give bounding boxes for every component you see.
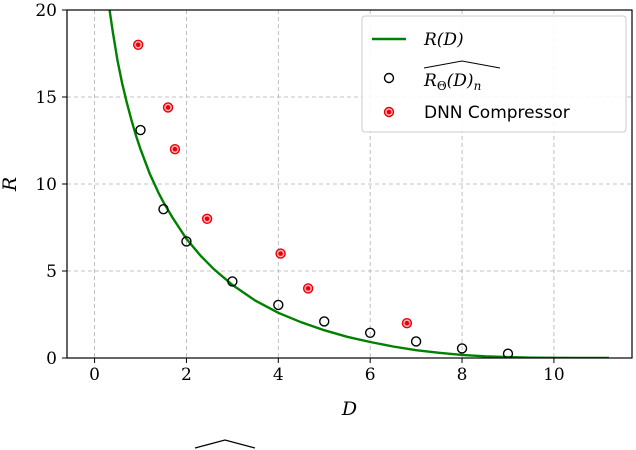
red-dot-core — [135, 42, 141, 48]
open-circle-point — [502, 348, 514, 358]
open-circle-point — [181, 236, 192, 247]
x-tick-label: 4 — [273, 365, 284, 385]
y-tick-label: 5 — [46, 262, 57, 282]
x-axis-label: D — [341, 398, 357, 420]
open-circle-point — [456, 343, 468, 354]
ticks: 0 2 4 6 8 10 0 5 10 15 20 — [35, 1, 564, 385]
y-tick-label: 15 — [35, 88, 57, 108]
legend-label-estimator: RΘ(D)n — [423, 71, 481, 93]
series-layer — [108, 10, 609, 358]
rd-curve — [108, 10, 609, 358]
y-axis-label: R — [0, 177, 21, 192]
open-circle-point — [227, 276, 238, 287]
x-tick-label: 0 — [89, 365, 100, 385]
legend-box — [361, 15, 627, 133]
legend-label-tail: (D) — [447, 71, 474, 91]
open-circle-point — [364, 327, 376, 338]
red-dot-core — [278, 251, 283, 256]
y-tick-label: 10 — [35, 175, 57, 195]
legend-hat — [423, 60, 501, 69]
x-tick-label: 2 — [181, 365, 192, 385]
red-dot-core — [305, 286, 311, 291]
plot-area — [108, 10, 609, 358]
open-circle-point — [319, 316, 330, 327]
red-dot-core — [172, 146, 178, 152]
legend-label-main: R — [423, 71, 437, 91]
open-circle-point — [158, 204, 169, 215]
x-tick-label: 8 — [457, 365, 468, 385]
red-dot-core — [204, 216, 210, 222]
red-dot-core — [404, 320, 410, 326]
legend-label-dnn: DNN Compressor — [424, 103, 570, 123]
red-dot-core — [386, 109, 392, 115]
x-tick-label: 6 — [365, 365, 376, 385]
y-tick-label: 20 — [35, 1, 57, 21]
x-tick-label: 10 — [543, 365, 565, 385]
y-tick-label: 0 — [46, 349, 57, 369]
open-circle-point — [135, 124, 146, 136]
open-circle-point — [383, 72, 395, 84]
legend-label-end: n — [474, 79, 482, 93]
legend-label-rd: R(D) — [423, 30, 464, 50]
open-circle-point — [410, 336, 422, 347]
open-circle-point — [273, 299, 284, 311]
red-dot-core — [165, 105, 171, 110]
caption-hat-fragment — [194, 439, 256, 449]
legend-label-sub: Θ — [437, 79, 447, 93]
